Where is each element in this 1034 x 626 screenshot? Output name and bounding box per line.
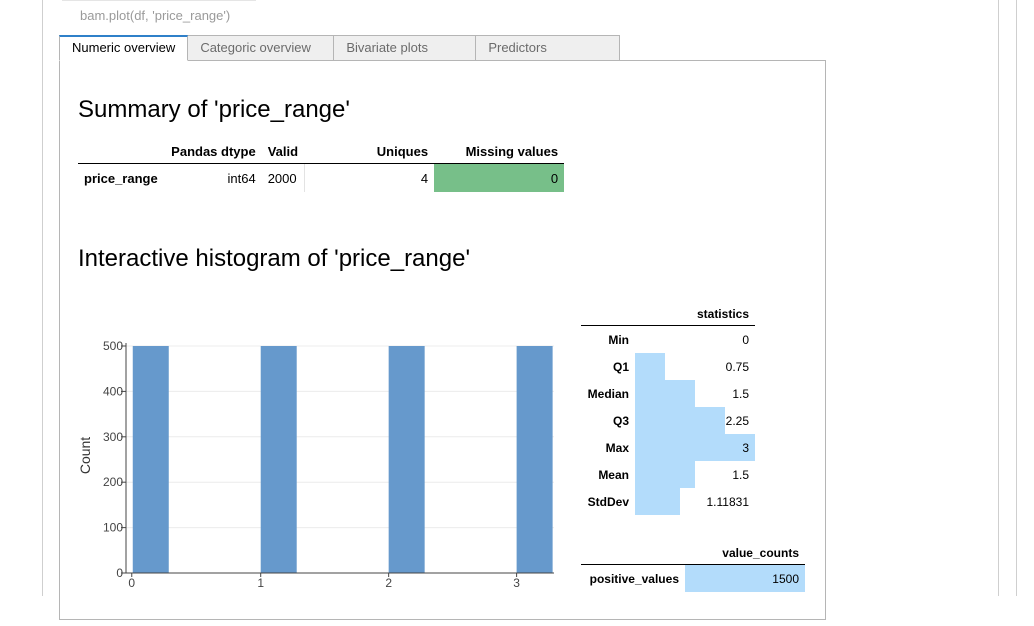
statistics-label: StdDev bbox=[587, 494, 629, 509]
summary-title: Summary of 'price_range' bbox=[78, 96, 350, 123]
summary-header-dtype: Pandas dtype bbox=[163, 139, 262, 164]
code-cell-text: bam.plot(df, 'price_range') bbox=[80, 8, 231, 23]
statistics-value-bar bbox=[635, 488, 680, 515]
statistics-value-bar bbox=[635, 380, 695, 407]
summary-row-dtype: int64 bbox=[227, 170, 256, 186]
statistics-value-cell: 0 bbox=[635, 326, 755, 354]
statistics-label: Q3 bbox=[612, 413, 629, 428]
tab-bivariate-plots[interactable]: Bivariate plots bbox=[334, 35, 477, 61]
value-counts-value: 1500 bbox=[772, 571, 799, 586]
statistics-value: 0.75 bbox=[725, 359, 749, 374]
y-tick-label: 400 bbox=[103, 384, 123, 398]
summary-row-missing: 0 bbox=[434, 163, 565, 192]
value-counts-label: positive_values bbox=[589, 571, 679, 586]
statistics-row: Q1 0.75 bbox=[581, 353, 755, 380]
histogram-bar bbox=[388, 346, 425, 573]
histogram-bar bbox=[516, 346, 553, 573]
statistics-label: Median bbox=[587, 386, 629, 401]
notebook-border-left bbox=[42, 0, 43, 596]
tab-bar: Numeric overview Categoric overview Biva… bbox=[59, 35, 621, 61]
statistics-value: 1.5 bbox=[732, 386, 749, 401]
tab-categoric-overview[interactable]: Categoric overview bbox=[188, 35, 335, 61]
statistics-row: Median 1.5 bbox=[581, 380, 755, 407]
y-tick-label: 100 bbox=[103, 521, 123, 535]
summary-header-row: Pandas dtype Valid Uniques Missing value… bbox=[78, 139, 565, 164]
histogram-bar bbox=[260, 346, 297, 573]
histogram-chart[interactable]: 0 100 200 300 400 500 0 1 2 3 Count bbox=[60, 326, 580, 626]
summary-table: Pandas dtype Valid Uniques Missing value… bbox=[78, 139, 565, 192]
statistics-value: 2.25 bbox=[725, 413, 749, 428]
summary-row-name: price_range bbox=[84, 170, 158, 186]
tab-predictors[interactable]: Predictors bbox=[476, 35, 621, 61]
statistics-value-bar bbox=[635, 434, 755, 461]
statistics-value-cell: 1.11831 bbox=[635, 488, 755, 515]
statistics-value: 1.11831 bbox=[706, 494, 750, 509]
x-tick-label: 3 bbox=[513, 576, 520, 590]
value-counts-value-bar bbox=[685, 565, 805, 592]
histogram-title: Interactive histogram of 'price_range' bbox=[78, 245, 471, 272]
summary-header-valid: Valid bbox=[261, 139, 305, 164]
statistics-value-bar bbox=[635, 461, 695, 488]
statistics-value-bar bbox=[635, 353, 665, 380]
statistics-label: Min bbox=[608, 332, 629, 347]
notebook-border-right-outer bbox=[1016, 0, 1017, 596]
value-counts-row: positive_values 1500 bbox=[581, 565, 805, 592]
statistics-value-cell: 0.75 bbox=[635, 353, 755, 380]
summary-header-blank bbox=[78, 139, 164, 164]
y-tick-label: 500 bbox=[103, 339, 123, 353]
histogram-bar bbox=[132, 346, 169, 573]
statistics-value-cell: 3 bbox=[635, 434, 755, 461]
statistics-row: Min 0 bbox=[581, 326, 755, 354]
value-counts-header: value_counts bbox=[581, 542, 805, 565]
summary-header-missing: Missing values bbox=[434, 139, 565, 164]
x-tick-label: 0 bbox=[128, 576, 135, 590]
x-tick-label: 1 bbox=[257, 576, 264, 590]
statistics-table: statistics Min 0 Q1 0.75 Median 1.5 Q3 2.25 Max 3… bbox=[581, 303, 755, 515]
statistics-header: statistics bbox=[581, 303, 755, 326]
statistics-row: Mean 1.5 bbox=[581, 461, 755, 488]
y-axis-label: Count bbox=[77, 437, 93, 474]
statistics-value: 0 bbox=[742, 332, 749, 347]
summary-row-uniques: 4 bbox=[420, 170, 429, 186]
statistics-value: 1.5 bbox=[732, 467, 749, 482]
summary-row: price_range int64 2000 4 0 bbox=[78, 163, 565, 192]
statistics-row: StdDev 1.11831 bbox=[581, 488, 755, 515]
x-tick-label: 2 bbox=[385, 576, 392, 590]
statistics-value-bar bbox=[635, 407, 725, 434]
statistics-label: Max bbox=[605, 440, 629, 455]
code-cell-border bbox=[62, 0, 256, 1]
statistics-value: 3 bbox=[742, 440, 749, 455]
y-tick-label: 300 bbox=[103, 430, 123, 444]
statistics-value-cell: 2.25 bbox=[635, 407, 755, 434]
statistics-value-cell: 1.5 bbox=[635, 380, 755, 407]
statistics-label: Mean bbox=[598, 467, 629, 482]
value-counts-table: value_counts positive_values 1500 bbox=[581, 542, 805, 592]
summary-row-valid: 2000 bbox=[261, 163, 305, 192]
value-counts-value-cell: 1500 bbox=[685, 565, 805, 592]
notebook-border-right bbox=[998, 0, 999, 596]
tab-panel-numeric-overview: Summary of 'price_range' Pandas dtype Va… bbox=[59, 60, 826, 620]
y-tick-label: 0 bbox=[116, 566, 123, 580]
y-tick-label: 200 bbox=[103, 475, 123, 489]
summary-header-uniques: Uniques bbox=[304, 139, 435, 164]
statistics-label: Q1 bbox=[612, 359, 629, 374]
tab-numeric-overview[interactable]: Numeric overview bbox=[59, 35, 189, 61]
statistics-value-cell: 1.5 bbox=[635, 461, 755, 488]
statistics-row: Q3 2.25 bbox=[581, 407, 755, 434]
statistics-row: Max 3 bbox=[581, 434, 755, 461]
